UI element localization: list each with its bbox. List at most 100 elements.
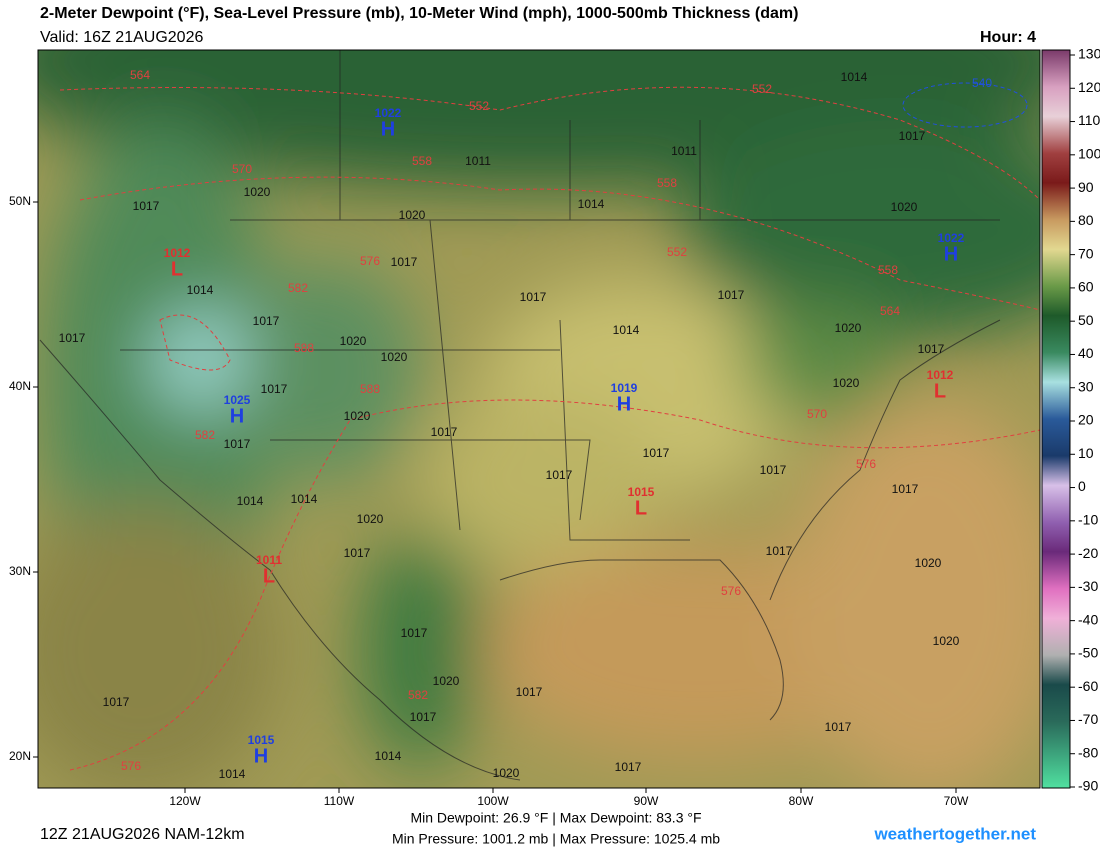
colorbar-tick-label: 80 [1078,212,1094,228]
isobar-label: 1017 [401,626,428,640]
thickness-label: 582 [408,688,428,702]
thickness-label: 558 [657,176,677,190]
colorbar-tick-label: 100 [1078,146,1100,162]
isobar-label: 1017 [520,290,547,304]
isobar-label: 1017 [410,710,437,724]
lat-label: 40N [9,379,31,393]
lon-label: 90W [634,794,659,808]
isobar-label: 1020 [344,409,371,423]
colorbar-tick-label: -50 [1078,645,1098,661]
isobar-label: 1017 [918,342,945,356]
isobar-label: 1017 [825,720,852,734]
thickness-label: 582 [288,281,308,295]
site-credit[interactable]: weathertogether.net [873,824,1036,843]
thickness-label: 564 [130,68,150,82]
thickness-label: 588 [360,382,380,396]
thickness-label: 558 [412,154,432,168]
isobar-label: 1011 [671,144,697,158]
lon-label: 70W [944,794,969,808]
colorbar-tick-label: 40 [1078,345,1094,361]
thickness-label: 570 [232,162,252,176]
map-frame [37,49,1041,789]
isobar-label: 1014 [187,283,214,297]
isobar-label: 1014 [237,494,264,508]
isobar-label: 1020 [833,376,860,390]
center-letter: H [381,118,395,140]
colorbar-tick-label: -20 [1078,545,1098,561]
isobar-label: 1020 [433,674,460,688]
center-letter: H [944,243,958,265]
lat-label: 30N [9,564,31,578]
boundaries [39,50,1001,781]
isobar-label: 1011 [465,154,491,168]
isobar-label: 1014 [291,492,318,506]
colorbar-tick-label: 120 [1078,79,1100,95]
isobar-label: 1020 [340,334,367,348]
thickness-label: 552 [752,82,772,96]
thickness-label: 588 [294,341,314,355]
lon-label: 120W [169,794,201,808]
isobar-label: 1020 [244,185,271,199]
thickness-label: 576 [121,759,141,773]
center-letter: H [617,393,631,415]
center-value: 1012 [927,368,954,382]
isobar-label: 1017 [103,695,130,709]
model-run: 12Z 21AUG2026 NAM-12km [40,826,245,843]
thickness-label: 540 [972,76,992,90]
isobar-label: 1017 [643,446,670,460]
lat-label: 50N [9,194,31,208]
isobar-label: 1017 [261,382,288,396]
center-value: 1011 [256,553,282,567]
thickness-label: 582 [195,428,215,442]
center-value: 1022 [938,231,965,245]
colorbar-tick-label: 130 [1078,46,1100,62]
center-value: 1022 [375,106,402,120]
center-value: 1015 [248,733,275,747]
isobar-label: 1020 [933,634,960,648]
isobar-label: 1020 [399,208,426,222]
colorbar-tick-label: 60 [1078,279,1094,295]
colorbar-tick-label: -70 [1078,711,1098,727]
isobar-label: 1017 [133,199,160,213]
pressure-range: Min Pressure: 1001.2 mb | Max Pressure: … [392,831,720,847]
isobar-label: 1014 [375,749,402,763]
center-value: 1025 [224,393,251,407]
colorbar-tick-label: 50 [1078,312,1094,328]
thickness-label: 564 [880,304,900,318]
dewpoint-field [38,50,1040,788]
colorbar-tick-label: 10 [1078,445,1094,461]
center-value: 1019 [611,381,638,395]
thickness-label: 558 [878,263,898,277]
thickness-540-contour [902,82,1028,128]
isobar-label: 1017 [892,482,919,496]
lon-label: 80W [789,794,814,808]
title: 2-Meter Dewpoint (°F), Sea-Level Pressur… [40,5,798,22]
center-value: 1012 [164,246,191,260]
thickness-label: 570 [807,407,827,421]
thickness-label: 576 [360,254,380,268]
colorbar-tick-label: -60 [1078,678,1098,694]
isobar-label: 1014 [219,767,246,781]
center-letter: L [263,565,275,587]
forecast-hour: Hour: 4 [980,29,1036,46]
isobar-label: 1020 [493,766,520,780]
colorbar-tick-label: 110 [1078,112,1100,128]
isobar-label: 1014 [578,197,605,211]
isobar-label: 1017 [615,760,642,774]
colorbar-tick-label: -30 [1078,578,1098,594]
isobar-label: 1017 [59,331,86,345]
isobar-label: 1017 [718,288,745,302]
lon-label: 100W [477,794,509,808]
map-area [38,50,1040,788]
lat-label: 20N [9,749,31,763]
isobar-label: 1017 [253,314,280,328]
colorbar-tick-label: 90 [1078,179,1094,195]
valid-time: Valid: 16Z 21AUG2026 [40,29,203,46]
colorbar [1041,49,1071,789]
lon-label: 110W [324,794,355,808]
isobar-label: 1017 [224,437,251,451]
isobar-label: 1020 [915,556,942,570]
colorbar-tick-label: -40 [1078,611,1098,627]
center-letter: H [254,745,268,767]
